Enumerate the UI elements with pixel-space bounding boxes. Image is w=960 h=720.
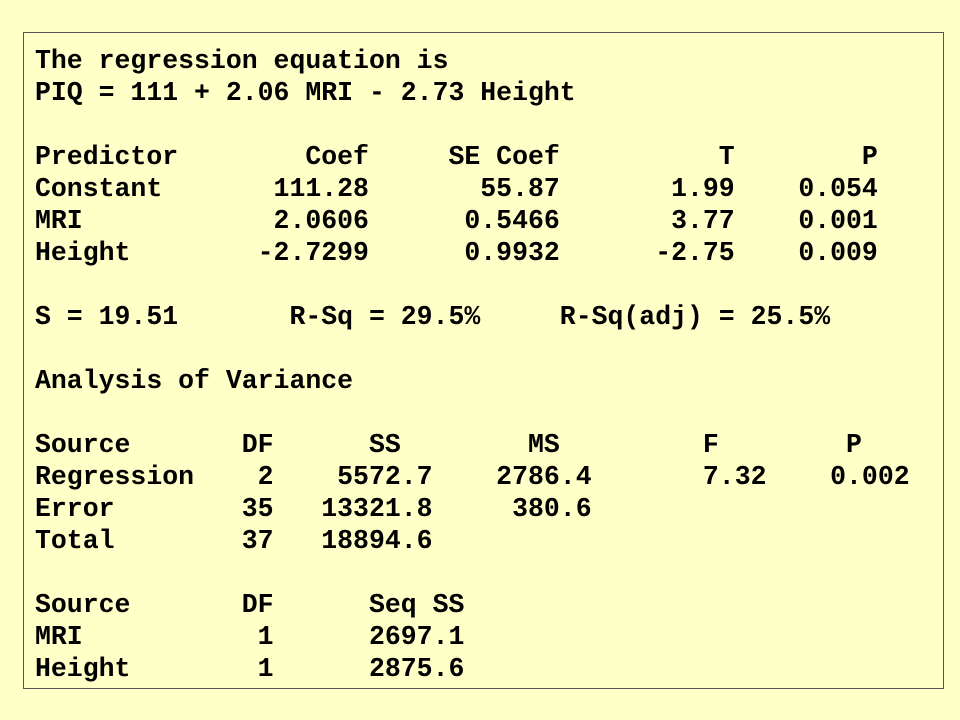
seq-ss-header: Source DF Seq SS [35,590,465,620]
coef-row-mri: MRI 2.0606 0.5466 3.77 0.001 [35,206,878,236]
fit-statistics: S = 19.51 R-Sq = 29.5% R-Sq(adj) = 25.5% [35,302,831,332]
seq-ss-row-mri: MRI 1 2697.1 [35,622,465,652]
anova-title: Analysis of Variance [35,366,354,396]
coef-row-constant: Constant 111.28 55.87 1.99 0.054 [35,174,878,204]
anova-row-total: Total 37 18894.6 [35,526,433,556]
equation-intro: The regression equation is [35,46,449,76]
seq-ss-row-height: Height 1 2875.6 [35,654,465,684]
anova-table-header: Source DF SS MS F P [35,430,862,460]
coef-row-height: Height -2.7299 0.9932 -2.75 0.009 [35,238,878,268]
blank-line [35,269,910,301]
output-panel [23,32,944,689]
regression-equation: PIQ = 111 + 2.06 MRI - 2.73 Height [35,78,576,108]
blank-line [35,109,910,141]
blank-line [35,557,910,589]
anova-row-error: Error 35 13321.8 380.6 [35,494,592,524]
blank-line [35,333,910,365]
anova-row-regression: Regression 2 5572.7 2786.4 7.32 0.002 [35,462,910,492]
regression-output: The regression equation is PIQ = 111 + 2.… [35,45,910,685]
blank-line [35,397,910,429]
coef-table-header: Predictor Coef SE Coef T P [35,142,878,172]
